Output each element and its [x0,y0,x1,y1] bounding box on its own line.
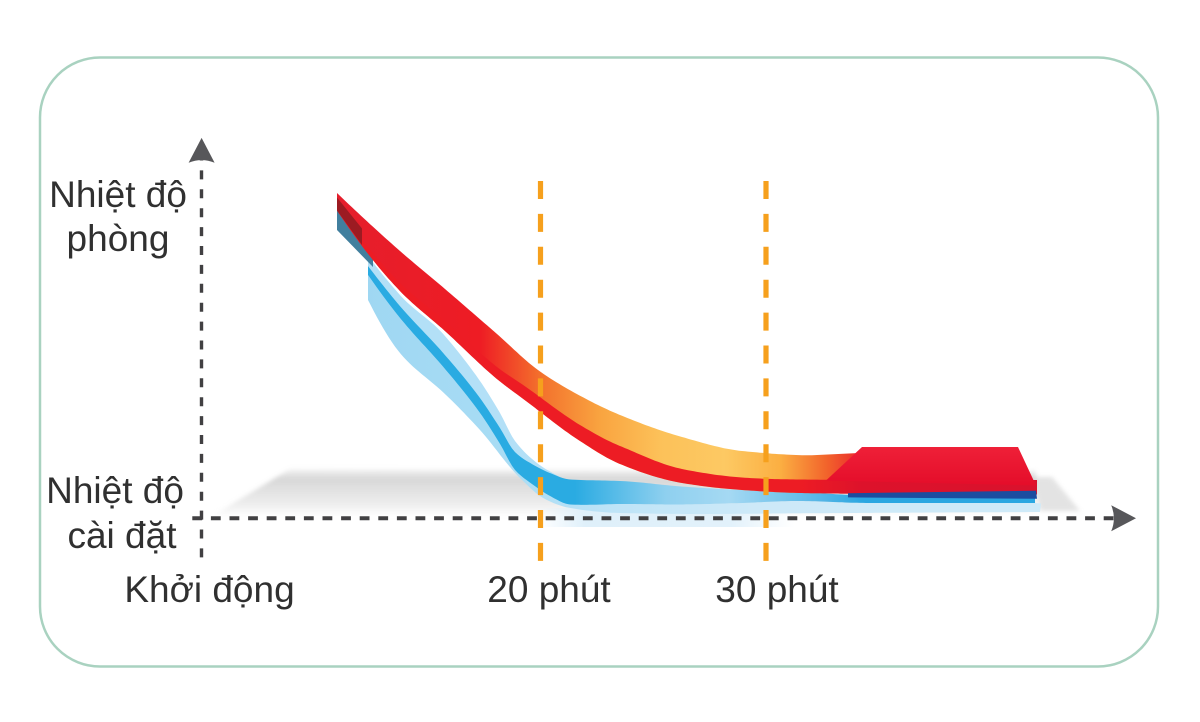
svg-text:phòng: phòng [67,218,170,259]
svg-text:cài đặt: cài đặt [67,515,177,556]
svg-text:Nhiệt độ: Nhiệt độ [46,470,184,511]
svg-text:30 phút: 30 phút [715,569,839,610]
svg-text:20 phút: 20 phút [487,569,611,610]
svg-text:Khởi động: Khởi động [124,569,294,610]
svg-text:Nhiệt độ: Nhiệt độ [49,174,187,215]
